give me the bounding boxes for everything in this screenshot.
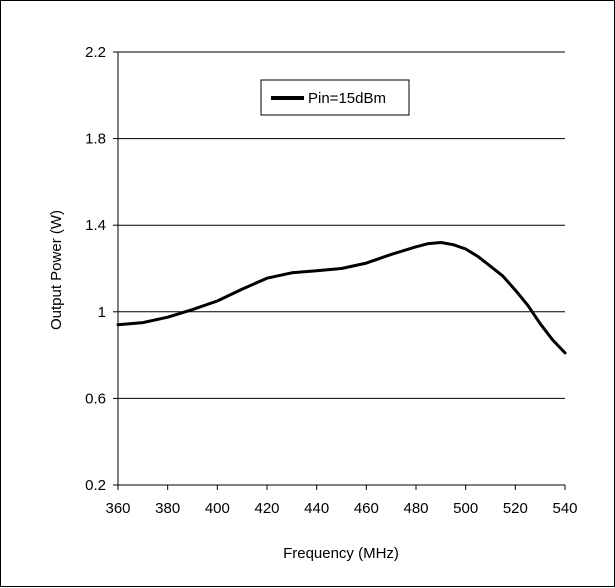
y-tick-label-2: 1 <box>98 304 106 321</box>
x-axis-title: Frequency (MHz) <box>283 545 399 562</box>
x-tick-label-1: 380 <box>155 500 180 517</box>
y-tick-label-5: 2.2 <box>85 44 106 61</box>
x-tick-label-7: 500 <box>453 500 478 517</box>
x-tick-label-0: 360 <box>105 500 130 517</box>
y-tick-label-4: 1.8 <box>85 131 106 148</box>
plot-area <box>117 52 565 486</box>
x-tick-label-9: 540 <box>552 500 577 517</box>
gridlines <box>118 51 565 399</box>
y-tick-label-3: 1.4 <box>85 217 106 234</box>
x-tick-label-6: 480 <box>403 500 428 517</box>
y-axis-ticks: 0.2 0.6 1 1.4 1.8 2.2 <box>85 44 118 494</box>
x-tick-label-4: 440 <box>304 500 329 517</box>
legend-label: Pin=15dBm <box>308 90 386 107</box>
x-tick-label-3: 420 <box>254 500 279 517</box>
x-tick-label-5: 460 <box>354 500 379 517</box>
x-tick-label-8: 520 <box>503 500 528 517</box>
y-axis-title: Output Power (W) <box>48 210 65 330</box>
y-tick-label-1: 0.6 <box>85 390 106 407</box>
legend: Pin=15dBm <box>260 79 410 116</box>
y-tick-label-0: 0.2 <box>85 477 106 494</box>
x-axis-ticks: 360 380 400 420 440 460 480 500 520 540 <box>105 485 578 517</box>
series-line-0 <box>116 241 567 355</box>
x-tick-label-2: 400 <box>205 500 230 517</box>
series-layer <box>116 241 567 355</box>
